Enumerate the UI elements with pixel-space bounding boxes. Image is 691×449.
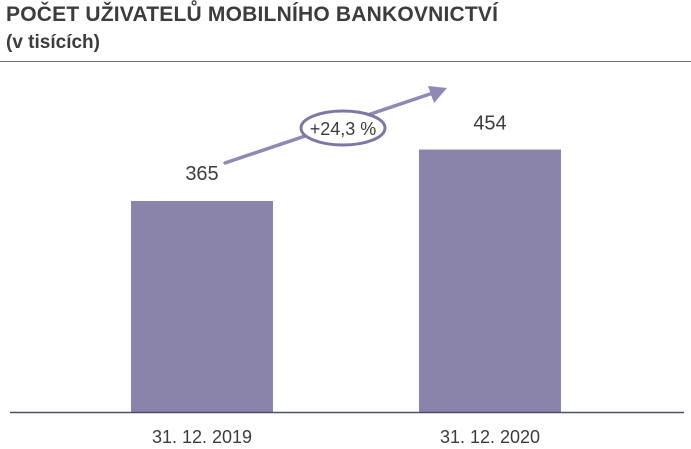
title-divider (0, 61, 691, 62)
x-tick-label-1: 31. 12. 2019 (152, 427, 252, 447)
data-label-2: 454 (473, 113, 506, 135)
bar-2 (419, 149, 561, 412)
bar-1 (131, 201, 273, 412)
chart-subtitle: (v tisících) (6, 32, 100, 53)
chart-title: POČET UŽIVATELŮ MOBILNÍHO BANKOVNICTVÍ (6, 3, 499, 26)
data-label-1: 365 (185, 163, 218, 185)
growth-annotation-text: +24,3 % (310, 119, 377, 139)
growth-arrow-head (428, 86, 447, 103)
growth-annotation-ellipse (299, 109, 387, 147)
x-tick-label-2: 31. 12. 2020 (440, 427, 540, 447)
